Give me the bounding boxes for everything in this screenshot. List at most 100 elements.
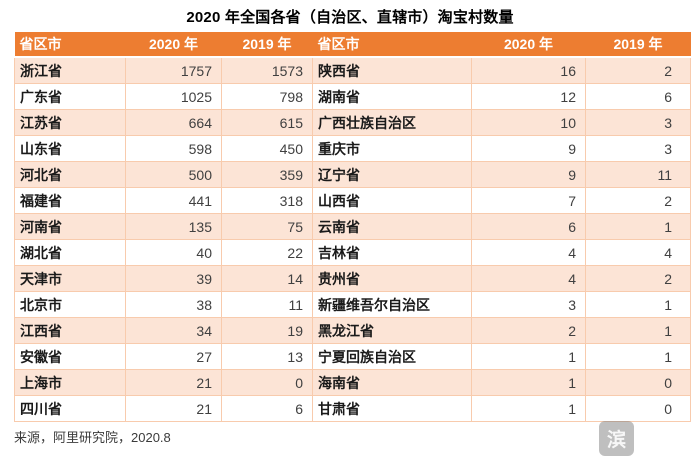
value-cell: 359 <box>221 161 313 188</box>
province-cell: 陕西省 <box>312 56 472 84</box>
value-cell: 16 <box>471 56 586 84</box>
value-cell: 34 <box>125 317 222 344</box>
province-cell: 海南省 <box>312 369 472 396</box>
province-cell: 江苏省 <box>14 109 126 136</box>
value-cell: 11 <box>585 161 691 188</box>
source-note: 来源，阿里研究院，2020.8 <box>14 430 171 445</box>
value-cell: 1 <box>585 343 691 370</box>
value-cell: 39 <box>125 265 222 292</box>
value-cell: 22 <box>221 239 313 266</box>
value-cell: 10 <box>471 109 586 136</box>
province-cell: 江西省 <box>14 317 126 344</box>
value-cell: 664 <box>125 109 222 136</box>
province-cell: 辽宁省 <box>312 161 472 188</box>
table-row: 江西省 34 19 黑龙江省 2 1 <box>14 317 691 344</box>
table-row: 福建省 441 318 山西省 7 2 <box>14 187 691 214</box>
header-2019-left: 2019 年 <box>221 32 313 58</box>
province-cell: 广西壮族自治区 <box>312 109 472 136</box>
value-cell: 0 <box>221 369 313 396</box>
value-cell: 3 <box>585 109 691 136</box>
value-cell: 4 <box>471 239 586 266</box>
province-cell: 甘肃省 <box>312 395 472 422</box>
value-cell: 2 <box>585 187 691 214</box>
value-cell: 27 <box>125 343 222 370</box>
value-cell: 1 <box>585 317 691 344</box>
province-cell: 广东省 <box>14 83 126 110</box>
value-cell: 0 <box>585 395 691 422</box>
province-cell: 湖北省 <box>14 239 126 266</box>
province-cell: 天津市 <box>14 265 126 292</box>
value-cell: 1 <box>471 343 586 370</box>
province-cell: 贵州省 <box>312 265 472 292</box>
value-cell: 135 <box>125 213 222 240</box>
page-title: 2020 年全国各省（自治区、直辖市）淘宝村数量 <box>186 9 514 26</box>
value-cell: 21 <box>125 395 222 422</box>
header-2020-right: 2020 年 <box>471 32 586 58</box>
province-cell: 安徽省 <box>14 343 126 370</box>
value-cell: 14 <box>221 265 313 292</box>
value-cell: 7 <box>471 187 586 214</box>
province-cell: 新疆维吾尔自治区 <box>312 291 472 318</box>
value-cell: 6 <box>221 395 313 422</box>
taobao-village-table: 省区市 2020 年 2019 年 省区市 2020 年 2019 年 浙江省 1… <box>14 32 691 422</box>
table-row: 江苏省 664 615 广西壮族自治区 10 3 <box>14 109 691 136</box>
value-cell: 3 <box>585 135 691 162</box>
value-cell: 2 <box>471 317 586 344</box>
province-cell: 北京市 <box>14 291 126 318</box>
value-cell: 19 <box>221 317 313 344</box>
bin-watermark-logo: 滨 <box>599 421 634 456</box>
table-row: 安徽省 27 13 宁夏回族自治区 1 1 <box>14 343 691 370</box>
province-cell: 宁夏回族自治区 <box>312 343 472 370</box>
value-cell: 1 <box>585 213 691 240</box>
value-cell: 2 <box>585 265 691 292</box>
value-cell: 12 <box>471 83 586 110</box>
value-cell: 1 <box>471 369 586 396</box>
table-row: 天津市 39 14 贵州省 4 2 <box>14 265 691 292</box>
table-row: 四川省 21 6 甘肃省 1 0 <box>14 395 691 422</box>
province-cell: 山西省 <box>312 187 472 214</box>
value-cell: 21 <box>125 369 222 396</box>
province-cell: 四川省 <box>14 395 126 422</box>
table-row: 广东省 1025 798 湖南省 12 6 <box>14 83 691 110</box>
value-cell: 6 <box>471 213 586 240</box>
watermark-character: 滨 <box>606 430 626 451</box>
table-row: 山东省 598 450 重庆市 9 3 <box>14 135 691 162</box>
province-cell: 河北省 <box>14 161 126 188</box>
header-province-right: 省区市 <box>312 32 472 58</box>
province-cell: 山东省 <box>14 135 126 162</box>
value-cell: 1573 <box>221 56 313 84</box>
value-cell: 798 <box>221 83 313 110</box>
table-row: 上海市 21 0 海南省 1 0 <box>14 369 691 396</box>
header-row: 省区市 2020 年 2019 年 省区市 2020 年 2019 年 <box>14 32 691 58</box>
value-cell: 615 <box>221 109 313 136</box>
value-cell: 3 <box>471 291 586 318</box>
value-cell: 75 <box>221 213 313 240</box>
value-cell: 1757 <box>125 56 222 84</box>
value-cell: 6 <box>585 83 691 110</box>
value-cell: 9 <box>471 135 586 162</box>
value-cell: 2 <box>585 56 691 84</box>
province-cell: 上海市 <box>14 369 126 396</box>
value-cell: 4 <box>471 265 586 292</box>
province-cell: 福建省 <box>14 187 126 214</box>
table-header: 省区市 2020 年 2019 年 省区市 2020 年 2019 年 <box>14 32 691 58</box>
value-cell: 598 <box>125 135 222 162</box>
table-row: 湖北省 40 22 吉林省 4 4 <box>14 239 691 266</box>
province-cell: 云南省 <box>312 213 472 240</box>
table-body: 浙江省 1757 1573 陕西省 16 2 广东省 1025 798 湖南省 12 6 江苏省 664 6… <box>14 56 691 422</box>
province-cell: 重庆市 <box>312 135 472 162</box>
value-cell: 0 <box>585 369 691 396</box>
value-cell: 318 <box>221 187 313 214</box>
header-2019-right: 2019 年 <box>585 32 691 58</box>
value-cell: 1 <box>471 395 586 422</box>
province-cell: 河南省 <box>14 213 126 240</box>
value-cell: 4 <box>585 239 691 266</box>
table-row: 浙江省 1757 1573 陕西省 16 2 <box>14 56 691 84</box>
value-cell: 11 <box>221 291 313 318</box>
table-row: 河南省 135 75 云南省 6 1 <box>14 213 691 240</box>
value-cell: 450 <box>221 135 313 162</box>
header-province-left: 省区市 <box>14 32 126 58</box>
header-2020-left: 2020 年 <box>125 32 222 58</box>
province-cell: 黑龙江省 <box>312 317 472 344</box>
